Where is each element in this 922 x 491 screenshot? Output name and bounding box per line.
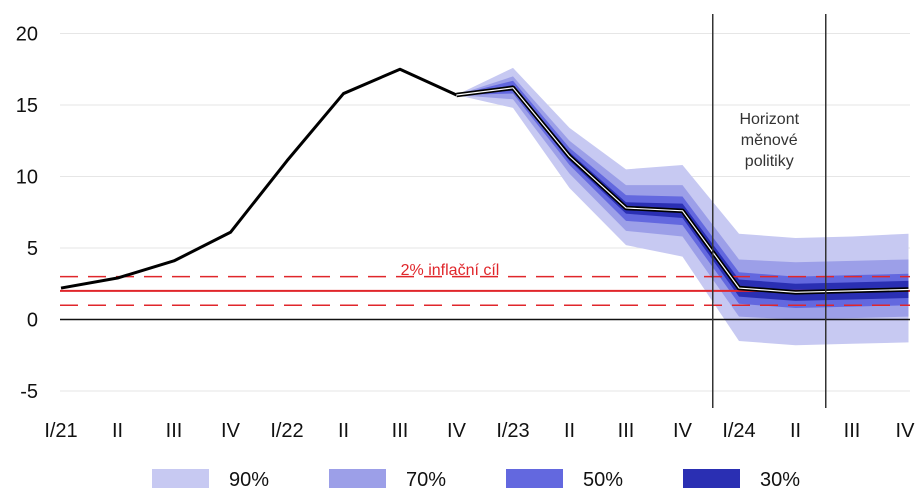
x-tick-label: II [564, 420, 575, 442]
x-tick-label: IV [447, 420, 467, 442]
x-tick-label: III [618, 420, 635, 442]
legend-label: 70% [406, 469, 446, 491]
horizon-label: Horizont měnové politiky [739, 111, 799, 170]
legend-item: 90% [152, 469, 269, 491]
legend-item: 30% [683, 469, 800, 491]
legend-label: 30% [760, 469, 800, 491]
y-tick-label: -5 [20, 381, 38, 403]
horizon-label-line: měnové [741, 132, 798, 149]
x-tick-label: I/24 [722, 420, 755, 442]
legend-swatch [329, 469, 386, 488]
forecast-line-center [456, 87, 909, 293]
history-line [60, 67, 458, 290]
x-axis-ticks: I/21 II III IV I/22 II III IV I/23 II III IV I/24 II I… [44, 420, 915, 442]
y-tick-label: 10 [16, 167, 38, 189]
horizon-lines [712, 14, 827, 408]
legend-item: 70% [329, 469, 446, 491]
x-tick-label: II [790, 420, 801, 442]
legend-item: 50% [506, 469, 623, 491]
y-axis-ticks: -5 0 5 10 15 20 [16, 24, 38, 404]
legend-label: 50% [583, 469, 623, 491]
fan-bands [456, 67, 909, 346]
legend-swatch [683, 469, 740, 488]
x-tick-label: II [338, 420, 349, 442]
x-tick-label: IV [221, 420, 241, 442]
horizon-label-line: Horizont [739, 111, 799, 128]
y-tick-label: 0 [27, 310, 38, 332]
x-tick-label: IV [673, 420, 693, 442]
legend: 90% 70% 50% 30% [152, 469, 800, 491]
legend-swatch [506, 469, 563, 488]
target-label: 2% inflační cíl [401, 262, 500, 279]
annotations: 2% inflační cíl Horizont měnové politiky [401, 111, 800, 279]
x-tick-label: IV [896, 420, 916, 442]
x-tick-label: I/23 [496, 420, 529, 442]
x-tick-label: I/22 [270, 420, 303, 442]
y-tick-label: 5 [27, 238, 38, 260]
x-tick-label: III [844, 420, 861, 442]
y-tick-label: 20 [16, 24, 38, 46]
legend-label: 90% [229, 469, 269, 491]
x-tick-label: II [112, 420, 123, 442]
legend-swatch [152, 469, 209, 488]
x-tick-label: III [392, 420, 409, 442]
horizon-label-line: politiky [745, 153, 794, 170]
y-tick-label: 15 [16, 95, 38, 117]
x-tick-label: I/21 [44, 420, 77, 442]
x-tick-label: III [166, 420, 183, 442]
series-lines [60, 67, 909, 295]
